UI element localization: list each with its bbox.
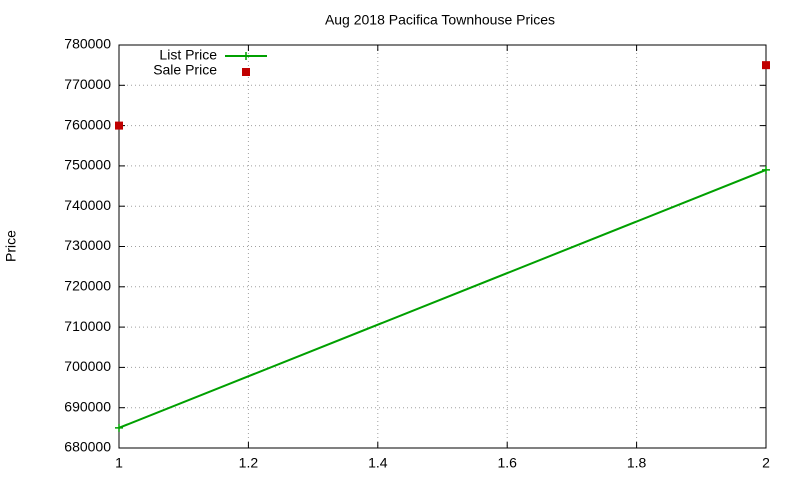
point bbox=[762, 61, 770, 70]
y-tick-label: 770000 bbox=[64, 76, 111, 92]
point bbox=[115, 121, 123, 130]
x-tick-label: 1.2 bbox=[239, 455, 259, 471]
y-tick-label: 740000 bbox=[64, 197, 111, 213]
x-tick-label: 1.6 bbox=[497, 455, 517, 471]
legend-label: Sale Price bbox=[153, 62, 217, 78]
chart-title: Aug 2018 Pacifica Townhouse Prices bbox=[325, 12, 555, 28]
y-tick-label: 730000 bbox=[64, 237, 111, 253]
series-line bbox=[118, 169, 767, 429]
x-tick-label: 1.4 bbox=[368, 455, 388, 471]
point bbox=[115, 423, 123, 432]
x-tick-label: 1.8 bbox=[627, 455, 647, 471]
legend-marker bbox=[242, 52, 250, 60]
legend-marker bbox=[242, 68, 250, 76]
y-tick-label: 750000 bbox=[64, 157, 111, 173]
y-axis-label: Price bbox=[3, 230, 19, 262]
y-tick-label: 690000 bbox=[64, 398, 111, 414]
x-tick-label: 1 bbox=[115, 455, 123, 471]
y-tick-label: 780000 bbox=[64, 36, 111, 52]
y-tick-label: 680000 bbox=[64, 439, 111, 455]
y-tick-label: 720000 bbox=[64, 278, 111, 294]
y-tick-label: 760000 bbox=[64, 116, 111, 132]
y-tick-label: 710000 bbox=[64, 318, 111, 334]
y-tick-label: 700000 bbox=[64, 358, 111, 374]
plot-border bbox=[118, 44, 767, 449]
x-tick-label: 2 bbox=[762, 455, 770, 471]
point bbox=[762, 165, 770, 174]
legend-label: List Price bbox=[159, 47, 217, 63]
